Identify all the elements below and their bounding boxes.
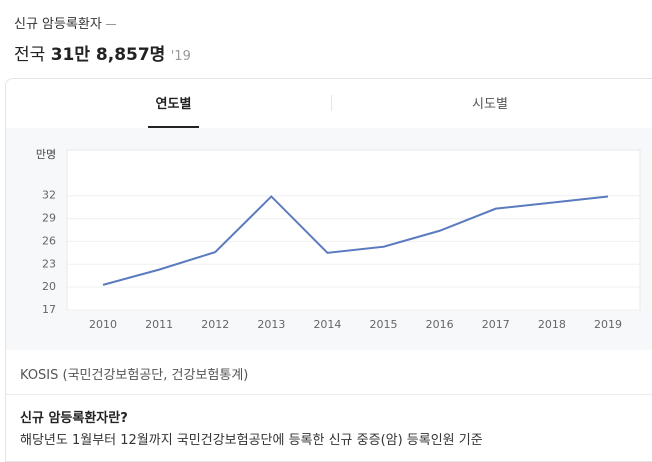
- source: KOSIS (국민건강보험공단, 건강보험통계): [20, 368, 249, 383]
- header-title: 신규 암등록환자: [14, 13, 116, 32]
- header-value-row: 전국 31만 8,857명 '19: [14, 40, 191, 65]
- x-tick-label: 2010: [89, 318, 117, 331]
- x-tick-label: 2014: [313, 318, 341, 331]
- region: 전국: [14, 45, 46, 65]
- x-tick-label: 2012: [201, 318, 229, 331]
- x-tick-label: 2017: [482, 318, 510, 331]
- unit-label: 만명: [36, 148, 56, 161]
- tab-underline: [148, 126, 199, 128]
- y-tick-label: 32: [42, 189, 56, 202]
- x-tick-label: 2015: [370, 318, 398, 331]
- tab[interactable]: 시도별: [472, 97, 508, 112]
- y-tick-label: 23: [42, 257, 56, 270]
- x-tick-label: 2016: [426, 318, 454, 331]
- x-tick-label: 2019: [594, 318, 622, 331]
- plot-area: [66, 149, 641, 311]
- x-tick-label: 2018: [538, 318, 566, 331]
- x-tick-label: 2013: [257, 318, 285, 331]
- info-title: 신규 암등록환자란?: [20, 411, 128, 426]
- x-tick-label: 2011: [145, 318, 173, 331]
- chart: 만명 17 20 23 26 29 32 2010 2011 2012 2013 2014 2015 2…: [6, 128, 652, 350]
- y-tick-label: 17: [42, 303, 56, 316]
- y-tick-label: 26: [42, 234, 56, 247]
- y-tick-label: 29: [42, 212, 56, 225]
- divider: [6, 394, 652, 395]
- year: '19: [170, 49, 191, 64]
- y-tick-label: 20: [42, 280, 56, 293]
- info-text: 해당년도 1월부터 12월까지 국민건강보험공단에 등록한 신규 중증(암) 등…: [20, 433, 483, 448]
- line: [102, 195, 609, 286]
- tab-active[interactable]: 연도별: [155, 97, 192, 112]
- dash: [106, 24, 116, 25]
- title-text: 신규 암등록환자: [14, 17, 102, 32]
- value: 31만 8,857명: [50, 45, 166, 65]
- tab-separator: [331, 95, 332, 111]
